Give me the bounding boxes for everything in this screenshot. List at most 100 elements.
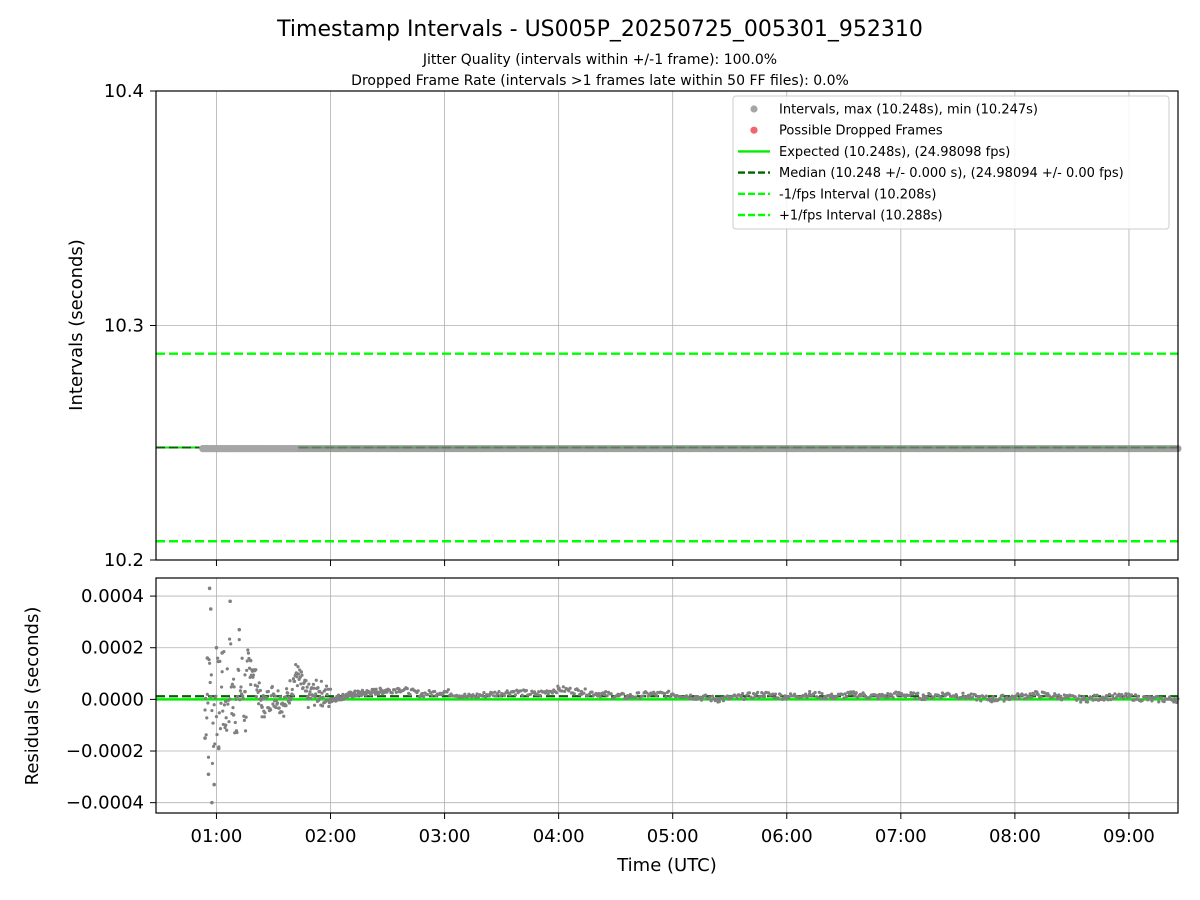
residual-point xyxy=(209,695,213,699)
residual-point xyxy=(271,692,276,697)
residual-point xyxy=(920,698,924,702)
time-tick-label: 09:00 xyxy=(1103,826,1155,847)
residual-point xyxy=(476,695,481,699)
residual-point xyxy=(260,705,264,709)
residual-point xyxy=(1001,693,1005,697)
residual-point xyxy=(664,695,668,699)
residual-point xyxy=(513,693,518,697)
residual-point xyxy=(244,715,248,719)
residual-point xyxy=(524,688,528,693)
residual-point xyxy=(1029,695,1034,699)
residual-point xyxy=(212,744,216,749)
residual-point xyxy=(886,691,890,696)
residual-point xyxy=(1136,694,1140,698)
residual-point xyxy=(243,729,248,733)
residual-point xyxy=(238,689,243,693)
residual-point xyxy=(735,696,739,700)
residual-point xyxy=(374,689,378,694)
residual-point xyxy=(318,695,322,699)
residual-point xyxy=(621,692,626,696)
residual-point xyxy=(773,692,778,696)
residual-point xyxy=(698,695,702,699)
residuals-y-axis-label: Residuals (seconds) xyxy=(22,607,43,786)
residual-point xyxy=(753,694,757,699)
residual-point xyxy=(243,689,247,694)
residual-point xyxy=(327,704,331,709)
residual-point xyxy=(320,691,324,695)
legend-entry: Expected (10.248s), (24.98098 fps) xyxy=(738,145,1010,160)
residual-point xyxy=(204,733,208,737)
residual-point xyxy=(967,694,972,699)
residual-point xyxy=(1140,698,1144,702)
residual-point xyxy=(845,694,849,699)
residual-point xyxy=(207,586,212,591)
residual-point xyxy=(483,695,487,699)
residual-point xyxy=(1124,692,1128,696)
residual-point xyxy=(563,689,567,693)
residuals-y-tick-label: −0.0004 xyxy=(66,793,144,814)
residual-point xyxy=(205,656,210,660)
residual-point xyxy=(1157,700,1161,704)
residual-point xyxy=(961,691,965,695)
residual-point xyxy=(393,688,397,692)
residual-point xyxy=(242,718,246,722)
residual-point xyxy=(1111,697,1116,701)
residual-point xyxy=(251,673,256,677)
residual-point xyxy=(292,679,297,683)
residual-point xyxy=(912,691,916,695)
residual-point xyxy=(817,690,821,694)
residual-point xyxy=(1022,697,1027,701)
time-tick-label: 02:00 xyxy=(305,826,357,847)
residual-point xyxy=(491,694,496,698)
residual-point xyxy=(276,689,280,693)
residual-point xyxy=(282,714,286,718)
residual-point xyxy=(1101,695,1105,699)
residual-point xyxy=(334,699,338,703)
residual-point xyxy=(890,693,894,697)
residual-point xyxy=(546,692,550,696)
residual-point xyxy=(219,685,224,689)
residual-point xyxy=(1104,694,1108,699)
residual-point xyxy=(779,693,783,697)
residual-point xyxy=(212,703,216,707)
residual-point xyxy=(205,716,209,720)
residual-point xyxy=(359,693,363,698)
residual-point xyxy=(249,683,253,687)
residual-point xyxy=(241,696,245,701)
residual-point xyxy=(1091,698,1095,702)
residual-point xyxy=(709,699,713,703)
residual-point xyxy=(235,730,239,735)
residual-point xyxy=(208,680,212,685)
residual-point xyxy=(216,746,221,751)
residual-point xyxy=(1054,694,1058,698)
chart-subtitle-jitter: Jitter Quality (intervals within +/-1 fr… xyxy=(422,52,777,68)
residual-point xyxy=(278,695,282,699)
residual-point xyxy=(1107,692,1112,696)
residual-point xyxy=(218,659,222,663)
residual-point xyxy=(1149,697,1154,702)
residual-point xyxy=(1081,697,1086,702)
residual-point xyxy=(316,685,320,690)
residual-point xyxy=(225,728,229,732)
residual-point xyxy=(1122,694,1127,698)
residual-point xyxy=(255,688,259,692)
residual-point xyxy=(286,691,290,695)
residual-point xyxy=(556,687,561,691)
residual-point xyxy=(213,742,217,746)
residual-point xyxy=(1079,700,1083,704)
residual-point xyxy=(758,694,763,698)
residual-point xyxy=(923,698,927,702)
residual-point xyxy=(609,692,613,696)
residual-point xyxy=(246,648,250,652)
residual-point xyxy=(480,693,485,697)
residual-point xyxy=(265,696,269,700)
residual-point xyxy=(648,692,652,697)
residual-point xyxy=(670,692,675,697)
residual-point xyxy=(654,693,658,698)
residual-point xyxy=(220,651,224,655)
residual-point xyxy=(628,692,632,697)
residual-point xyxy=(233,720,237,725)
residual-point xyxy=(1013,694,1017,699)
residual-point xyxy=(1028,692,1032,696)
